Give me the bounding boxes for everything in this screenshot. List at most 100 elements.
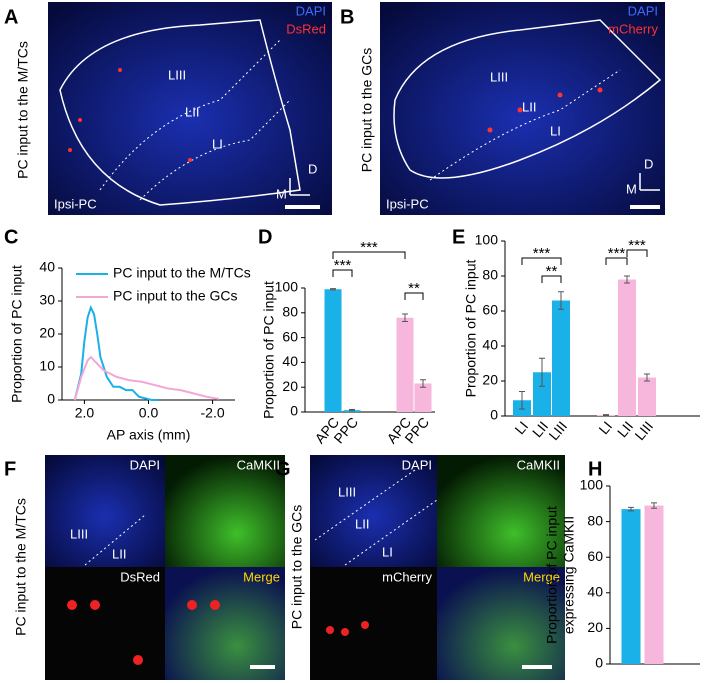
y-tick-label: 100 — [580, 477, 604, 493]
y-tick-label: 0 — [47, 391, 55, 407]
bar — [533, 372, 551, 416]
y-tick-label: 20 — [282, 378, 298, 394]
layer-label: LII — [522, 99, 536, 114]
panel-label: C — [4, 226, 18, 248]
significance-bracket — [404, 292, 424, 300]
tile-label: CaMKII — [517, 457, 560, 472]
significance-bracket — [521, 257, 562, 265]
y-tick-label: 100 — [475, 232, 499, 248]
error-bar — [349, 409, 355, 412]
axis-label: D — [308, 161, 317, 176]
y-tick-label: 40 — [482, 337, 498, 353]
layer-label: LIII — [490, 69, 508, 84]
y-label: Proportion of PC input — [9, 265, 25, 403]
panel-label: E — [452, 226, 465, 248]
y-label: Proportion of PC input — [261, 281, 277, 419]
region-label: Ipsi-PC — [386, 196, 429, 211]
bar — [644, 505, 664, 664]
legend-label: PC input to the M/TCs — [113, 265, 251, 281]
error-bar — [330, 288, 336, 291]
legend-label: PC input to the GCs — [113, 288, 238, 304]
axis-label: M — [626, 181, 637, 196]
significance-bracket — [332, 269, 353, 277]
stain-label: DAPI — [628, 3, 658, 18]
line-series — [73, 355, 220, 401]
y-tick-label: 20 — [587, 619, 603, 635]
y-tick-label: 80 — [482, 267, 498, 283]
error-bar — [644, 373, 650, 382]
y-tick-label: 0 — [595, 655, 603, 671]
error-bar — [539, 357, 545, 387]
x-tick-label: LIII — [631, 418, 656, 443]
x-tick-label: -2.0 — [201, 405, 225, 421]
significance-bracket — [541, 275, 562, 283]
y-label: PC input to the M/TCs — [15, 41, 31, 179]
significance-bracket — [332, 251, 406, 259]
x-label: AP axis (mm) — [107, 427, 191, 443]
significance-label: *** — [360, 239, 378, 256]
x-tick-label: LIII — [545, 418, 570, 443]
significance-bracket — [605, 257, 628, 265]
significance-label: *** — [334, 257, 352, 274]
y-tick-label: 80 — [282, 304, 298, 320]
layer-label: LII — [112, 546, 126, 561]
layer-label: LII — [355, 516, 369, 531]
panel-g-images — [310, 455, 565, 680]
y-tick-label: 20 — [482, 372, 498, 388]
error-bar — [603, 414, 609, 417]
y-tick-label: 20 — [39, 325, 55, 341]
y-tick-label: 100 — [275, 279, 299, 295]
y-tick-label: 80 — [587, 512, 603, 528]
axis-label: D — [644, 156, 653, 171]
error-bar — [420, 379, 426, 388]
error-bar — [558, 291, 564, 310]
x-tick-label: 0.0 — [139, 405, 159, 421]
significance-bracket — [626, 249, 648, 257]
bar — [621, 509, 641, 664]
line-series — [73, 304, 159, 401]
tile-label: DAPI — [130, 457, 160, 472]
panel-label: H — [588, 458, 602, 480]
y-label: PC input to the GCs — [359, 48, 375, 173]
y-label: Proportion of PC input — [463, 260, 479, 398]
region-label: Ipsi-PC — [54, 196, 97, 211]
panel-label: G — [275, 458, 291, 480]
y-tick-label: 40 — [282, 353, 298, 369]
panel-label: A — [4, 6, 18, 28]
layer-label: LI — [382, 544, 393, 559]
panel-label: D — [258, 226, 272, 248]
panel-b-image — [380, 2, 665, 215]
tile-label: Merge — [243, 569, 280, 584]
significance-label: ** — [546, 263, 558, 280]
error-bar — [628, 506, 634, 512]
bar — [638, 377, 656, 416]
tile-label: Merge — [523, 569, 560, 584]
x-tick-label: 2.0 — [75, 405, 95, 421]
y-tick-label: 60 — [282, 328, 298, 344]
stain-label: DAPI — [296, 3, 326, 18]
tile-label: mCherry — [382, 569, 432, 584]
error-bar — [651, 502, 657, 509]
layer-label: LI — [550, 123, 561, 138]
layer-label: LI — [212, 136, 223, 151]
y-label: PC input to the M/TCs — [13, 498, 29, 636]
x-tick-label: LII — [614, 418, 636, 440]
significance-label: *** — [628, 237, 646, 254]
y-tick-label: 40 — [587, 584, 603, 600]
x-tick-label: LI — [511, 418, 531, 437]
tile-label: CaMKII — [237, 457, 280, 472]
axis-label: M — [276, 186, 287, 201]
stain-label: mCherry — [608, 21, 658, 36]
y-label: PC input to the GCs — [289, 505, 305, 630]
tile-label: DsRed — [120, 569, 160, 584]
significance-label: *** — [533, 245, 551, 262]
y-label: expressing CaMKII — [561, 516, 577, 634]
x-tick-label: LI — [595, 418, 615, 437]
layer-label: LII — [185, 104, 199, 119]
y-tick-label: 60 — [482, 302, 498, 318]
error-bar — [402, 313, 408, 322]
y-tick-label: 0 — [490, 407, 498, 423]
panel-label: F — [4, 458, 16, 480]
significance-label: ** — [408, 280, 420, 297]
